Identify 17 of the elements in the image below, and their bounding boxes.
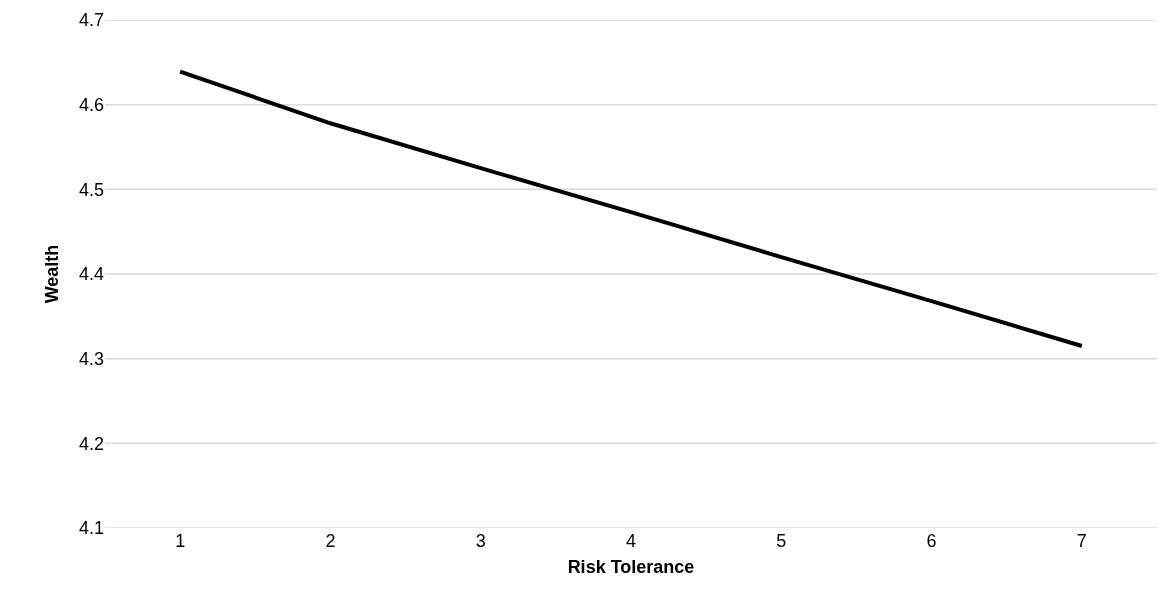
y-tick-label: 4.3 xyxy=(78,348,104,369)
y-tick-label: 4.1 xyxy=(78,518,104,539)
y-axis-title: Wealth xyxy=(42,244,63,304)
x-axis-title: Risk Tolerance xyxy=(567,557,695,578)
x-tick-label: 7 xyxy=(1076,531,1087,551)
y-tick-label: 4.7 xyxy=(78,10,104,31)
x-tick-label: 1 xyxy=(175,531,186,551)
y-tick-label: 4.4 xyxy=(78,264,104,285)
x-tick-label: 5 xyxy=(776,531,787,551)
y-tick-label: 4.2 xyxy=(78,433,104,454)
x-tick-label: 2 xyxy=(325,531,336,551)
line-series xyxy=(178,69,1084,348)
x-tick-label: 6 xyxy=(926,531,937,551)
y-tick-label: 4.5 xyxy=(78,179,104,200)
y-tick-label: 4.6 xyxy=(78,94,104,115)
x-tick-label: 4 xyxy=(625,531,637,551)
x-tick-label: 3 xyxy=(475,531,486,551)
